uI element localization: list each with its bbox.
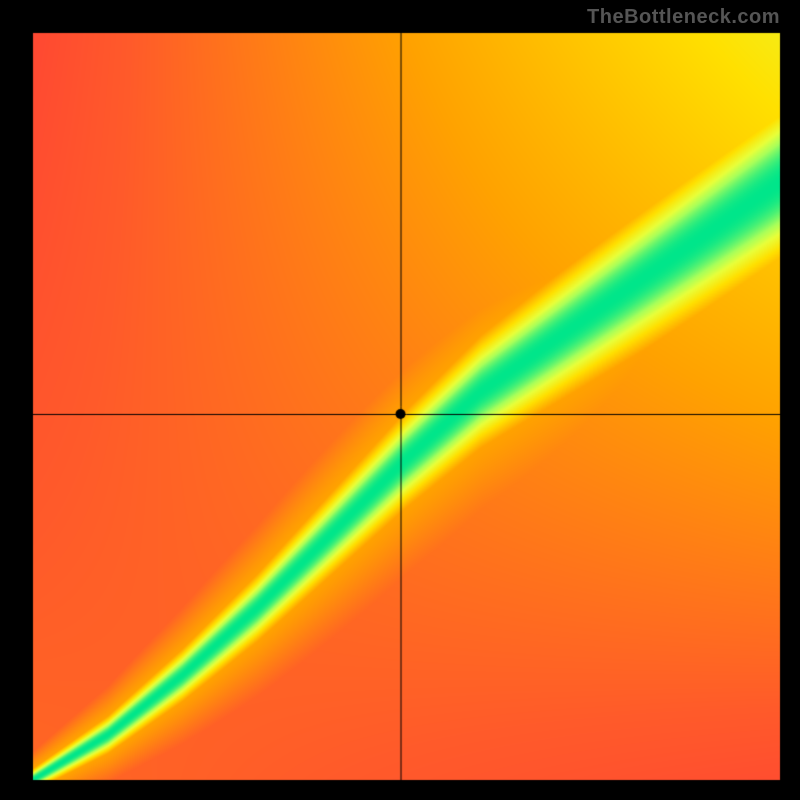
watermark-text: TheBottleneck.com	[587, 6, 780, 29]
chart-root: TheBottleneck.com	[0, 0, 800, 800]
heatmap-canvas	[0, 0, 800, 800]
